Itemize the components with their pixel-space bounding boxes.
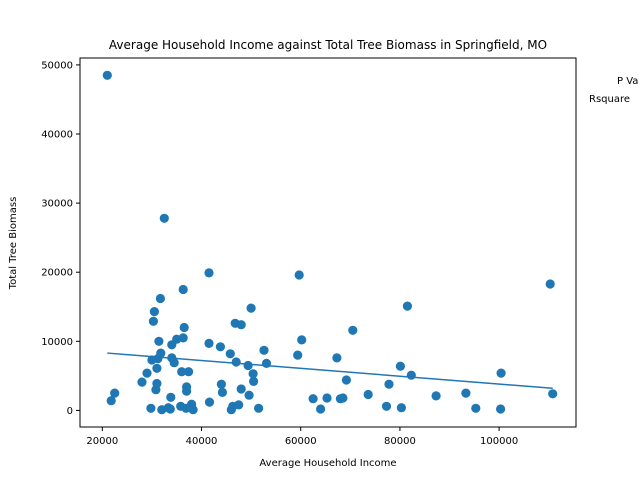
data-point	[148, 316, 158, 326]
data-point	[182, 386, 192, 396]
data-point	[216, 379, 226, 389]
data-point	[231, 357, 241, 367]
data-point	[149, 307, 159, 317]
data-point	[496, 368, 506, 378]
data-point	[217, 387, 227, 397]
data-point	[248, 369, 258, 379]
data-point	[243, 360, 253, 371]
data-point	[496, 404, 506, 414]
data-point	[395, 361, 405, 371]
y-tick-label: 20000	[41, 268, 73, 279]
data-point	[204, 268, 214, 278]
data-point	[308, 394, 318, 404]
data-point	[152, 363, 162, 373]
annotation-p-value: P Va	[617, 76, 638, 87]
y-axis: 0 10000 20000 30000 40000 50000	[41, 60, 80, 417]
data-point	[348, 325, 358, 335]
data-point	[259, 345, 269, 355]
data-point	[244, 390, 254, 400]
data-point	[169, 358, 179, 368]
data-point	[204, 338, 214, 348]
data-point	[338, 393, 348, 403]
data-point	[293, 350, 303, 360]
plot-area	[102, 70, 558, 415]
data-point	[294, 270, 304, 280]
data-point	[102, 70, 112, 80]
data-point	[184, 367, 194, 377]
data-point	[165, 404, 175, 414]
trend-line	[107, 352, 553, 390]
data-point	[154, 336, 164, 346]
data-point	[106, 396, 116, 406]
data-point	[225, 349, 235, 359]
annotation-rsquare: Rsquare	[589, 94, 630, 105]
data-point	[341, 375, 351, 385]
data-point	[471, 403, 481, 413]
data-point	[322, 393, 332, 403]
data-point	[316, 404, 326, 414]
data-point	[142, 368, 152, 378]
data-point	[236, 384, 246, 394]
data-point	[381, 401, 392, 411]
x-tick-label: 100000	[480, 436, 518, 447]
data-point	[234, 400, 244, 410]
data-point	[152, 378, 162, 389]
data-point	[249, 376, 259, 386]
data-point	[137, 377, 147, 387]
data-point	[178, 284, 188, 295]
y-axis-label: Total Tree Biomass	[8, 197, 19, 291]
data-point	[178, 333, 188, 343]
data-point	[166, 392, 176, 402]
y-tick-label: 10000	[41, 337, 73, 348]
data-point	[297, 335, 307, 345]
plot-frame	[79, 57, 577, 428]
data-point	[461, 388, 471, 398]
data-point	[545, 279, 555, 289]
data-point	[363, 389, 373, 400]
data-point	[236, 320, 246, 330]
x-tick-label: 20000	[86, 436, 118, 447]
data-point	[396, 403, 406, 413]
data-point	[179, 322, 189, 333]
data-point	[188, 405, 198, 415]
data-point	[215, 342, 225, 352]
data-point	[156, 348, 166, 358]
x-tick-label: 60000	[285, 436, 317, 447]
data-point	[384, 379, 394, 389]
data-point	[402, 301, 412, 311]
data-point	[159, 213, 169, 223]
data-point	[155, 293, 165, 304]
y-tick-label: 50000	[41, 60, 73, 71]
x-tick-label: 80000	[384, 436, 416, 447]
chart-title: Average Household Income against Total T…	[109, 38, 547, 52]
data-point	[406, 370, 416, 380]
data-point	[332, 353, 342, 363]
data-point	[246, 303, 256, 313]
data-point	[177, 367, 187, 377]
x-axis-label: Average Household Income	[259, 458, 396, 469]
y-tick-label: 40000	[41, 130, 73, 141]
data-point	[110, 388, 120, 398]
x-axis: 20000 40000 60000 80000 100000	[86, 427, 518, 447]
y-tick-label: 0	[67, 406, 73, 417]
data-point	[146, 403, 156, 413]
data-point	[431, 391, 441, 401]
data-point	[204, 397, 215, 407]
x-tick-label: 40000	[186, 436, 218, 447]
y-tick-label: 30000	[41, 199, 73, 210]
data-point	[548, 389, 558, 399]
data-point	[254, 403, 264, 413]
